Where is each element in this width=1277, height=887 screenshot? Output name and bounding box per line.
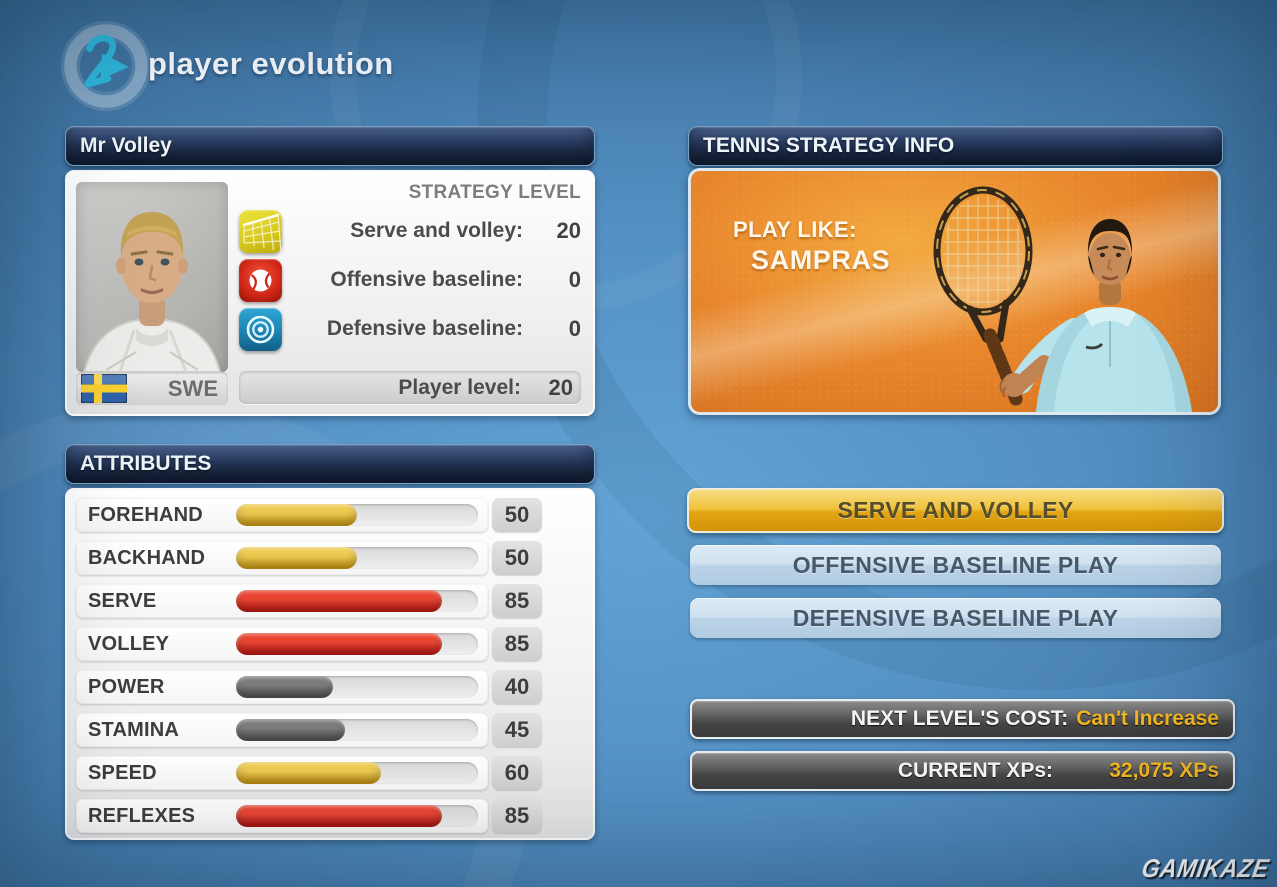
- strategy-label: Offensive baseline:: [330, 268, 523, 291]
- strategy-level-heading: STRATEGY LEVEL: [408, 182, 581, 203]
- serve-volley-icon: [239, 209, 282, 253]
- page-title: player evolution: [148, 46, 394, 81]
- attribute-bar-fill: [236, 805, 442, 827]
- serve-and-volley-button[interactable]: SERVE AND VOLLEY: [687, 488, 1224, 533]
- attribute-bar-fill: [236, 633, 442, 655]
- strategy-row-defensive-baseline: Defensive baseline: 0: [239, 307, 581, 351]
- player-portrait-illustration: [82, 212, 222, 372]
- attribute-label: POWER: [88, 675, 165, 698]
- attribute-bar-track: [236, 504, 478, 526]
- attribute-bar-fill: [236, 547, 357, 569]
- attribute-bar-fill: [236, 676, 333, 698]
- attribute-row: SERVE 85: [76, 584, 542, 618]
- attributes-header: ATTRIBUTES: [65, 444, 595, 484]
- attribute-row: REFLEXES 85: [76, 799, 542, 833]
- strategy-value: 0: [568, 316, 581, 341]
- attribute-bar-fill: [236, 590, 442, 612]
- current-xp-value: 32,075 XPs: [1109, 759, 1219, 782]
- play-like-value: SAMPRAS: [751, 245, 891, 275]
- attribute-value: 85: [492, 627, 542, 661]
- attribute-label: SERVE: [88, 589, 157, 612]
- player-card-header: Mr Volley: [65, 126, 595, 166]
- defensive-baseline-icon: [239, 307, 282, 351]
- attribute-label: REFLEXES: [88, 804, 196, 827]
- attribute-value: 45: [492, 713, 542, 747]
- attribute-bar-track: [236, 633, 478, 655]
- attribute-bar-track: [236, 762, 478, 784]
- strategy-label: Serve and volley:: [350, 219, 523, 242]
- offensive-baseline-icon: [239, 258, 282, 302]
- strategy-value: 0: [568, 267, 581, 292]
- attribute-row: VOLLEY 85: [76, 627, 542, 661]
- player-portrait: [76, 182, 228, 372]
- sampras-illustration: [933, 186, 1192, 412]
- attribute-value: 85: [492, 799, 542, 833]
- attribute-bar-track: [236, 805, 478, 827]
- player-level-label: Player level:: [398, 375, 521, 399]
- sweden-flag-icon: [81, 374, 127, 403]
- attribute-label: FOREHAND: [88, 503, 203, 526]
- offensive-baseline-play-button[interactable]: OFFENSIVE BASELINE PLAY: [690, 545, 1221, 585]
- player-card: SWE STRATEGY LEVEL Serve and volley: 20: [65, 170, 595, 416]
- attribute-bar-track: [236, 590, 478, 612]
- gamikaze-watermark: GAMIKAZE: [1139, 853, 1272, 883]
- attribute-bar-track: [236, 547, 478, 569]
- attribute-bar-track: [236, 719, 478, 741]
- attributes-list: FOREHAND 50 BACKHAND 50 SERVE 85 VOLLEY …: [76, 498, 542, 833]
- strategy-value: 20: [556, 218, 581, 243]
- attribute-bar-fill: [236, 504, 357, 526]
- attribute-bar-fill: [236, 762, 382, 784]
- attribute-value: 50: [492, 541, 542, 575]
- next-level-cost-value: Can't Increase: [1076, 707, 1219, 730]
- strategy-label: Defensive baseline:: [326, 317, 523, 340]
- next-level-cost-bar: NEXT LEVEL'S COST: Can't Increase: [690, 699, 1235, 739]
- country-code: SWE: [167, 375, 218, 401]
- attribute-row: POWER 40: [76, 670, 542, 704]
- player-level-value: 20: [548, 374, 573, 400]
- strategy-row-offensive-baseline: Offensive baseline: 0: [239, 258, 581, 302]
- attribute-row: SPEED 60: [76, 756, 542, 790]
- strategy-row-serve-volley: Serve and volley: 20: [239, 209, 581, 253]
- attribute-label: SPEED: [88, 761, 157, 784]
- current-xp-bar: CURRENT XPs: 32,075 XPs: [690, 751, 1235, 791]
- play-like-label: PLAY LIKE:: [733, 217, 857, 242]
- tennis-strategy-info-header: TENNIS STRATEGY INFO: [688, 126, 1223, 166]
- attribute-bar-fill: [236, 719, 345, 741]
- attribute-label: BACKHAND: [88, 546, 206, 569]
- country-badge: SWE: [76, 372, 228, 405]
- attribute-row: FOREHAND 50: [76, 498, 542, 532]
- attribute-label: STAMINA: [88, 718, 180, 741]
- attribute-value: 50: [492, 498, 542, 532]
- attributes-panel: FOREHAND 50 BACKHAND 50 SERVE 85 VOLLEY …: [65, 488, 595, 840]
- attribute-value: 60: [492, 756, 542, 790]
- attribute-row: STAMINA 45: [76, 713, 542, 747]
- next-level-cost-label: NEXT LEVEL'S COST:: [850, 707, 1069, 730]
- play-like-panel: PLAY LIKE: SAMPRAS: [688, 168, 1221, 415]
- attribute-value: 40: [492, 670, 542, 704]
- attribute-bar-track: [236, 676, 478, 698]
- strategy-level-section: STRATEGY LEVEL Serve and volley: 20: [239, 180, 581, 404]
- attribute-label: VOLLEY: [88, 632, 170, 655]
- attribute-value: 85: [492, 584, 542, 618]
- current-xp-label: CURRENT XPs:: [897, 759, 1053, 782]
- attribute-row: BACKHAND 50: [76, 541, 542, 575]
- game-logo-icon: [60, 20, 152, 112]
- player-level-bar: Player level: 20: [239, 371, 581, 404]
- defensive-baseline-play-button[interactable]: DEFENSIVE BASELINE PLAY: [690, 598, 1221, 638]
